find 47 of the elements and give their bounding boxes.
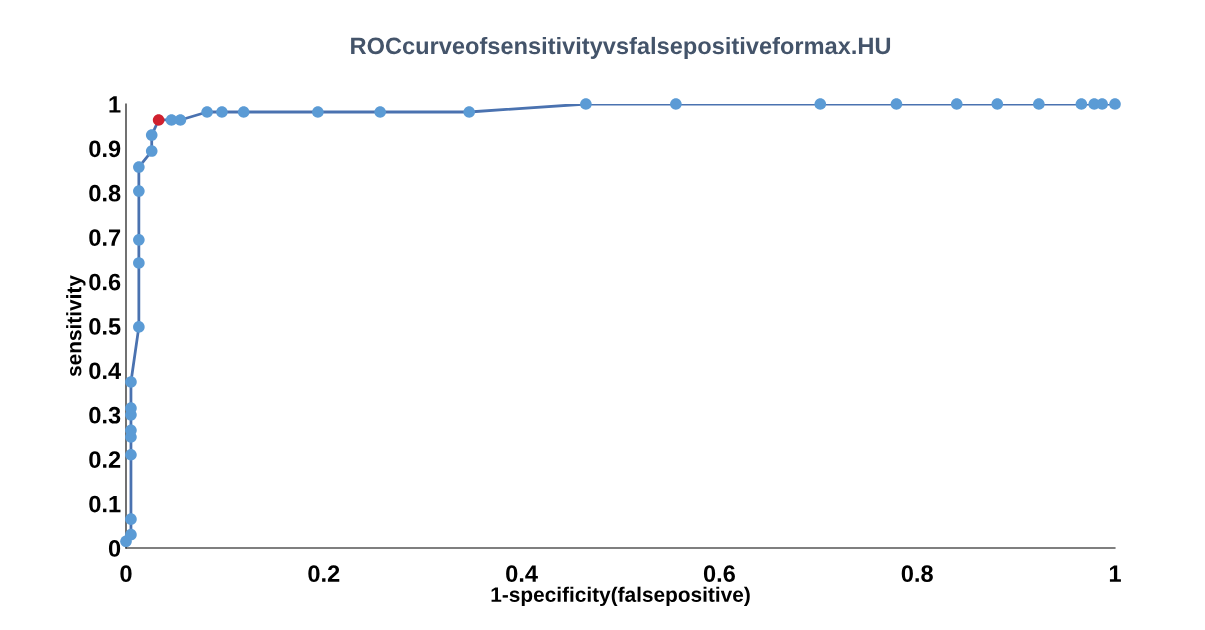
- point: [374, 106, 386, 118]
- point: [890, 98, 903, 110]
- point: [145, 145, 158, 157]
- point: [580, 98, 592, 110]
- point: [125, 528, 137, 541]
- y-tick-label: 0.2: [89, 451, 121, 468]
- point: [133, 257, 145, 269]
- y-axis-title: sensitivity: [66, 275, 86, 377]
- point: [1075, 98, 1088, 110]
- point: [463, 106, 475, 118]
- point: [152, 114, 165, 126]
- point: [670, 98, 682, 110]
- point: [1033, 98, 1045, 110]
- y-tick-label: 0.5: [89, 318, 121, 335]
- point: [145, 129, 158, 141]
- point: [814, 98, 827, 110]
- x-tick-label: 0.8: [901, 565, 933, 583]
- y-tick-label: 0.8: [89, 184, 121, 202]
- point: [133, 321, 145, 333]
- y-tick-label: 1: [109, 96, 121, 113]
- y-tick-label: 0.6: [89, 273, 121, 291]
- point: [133, 185, 145, 197]
- y-tick-label: 0.4: [89, 362, 122, 380]
- point: [237, 106, 250, 118]
- x-tick-label: 0.2: [308, 565, 340, 583]
- x-tick-label: 0.4: [506, 565, 538, 583]
- x-tick-label: 0.6: [703, 565, 735, 583]
- y-tick-label: 0: [108, 540, 121, 557]
- point: [201, 106, 213, 118]
- x-tick-label: 1: [1109, 565, 1121, 582]
- point: [133, 234, 145, 246]
- point: [125, 376, 137, 388]
- point: [950, 98, 963, 110]
- point: [312, 106, 324, 118]
- point: [133, 161, 145, 173]
- y-tick-label: 0.1: [89, 495, 121, 513]
- point: [1109, 98, 1121, 110]
- point: [216, 106, 228, 118]
- y-tick-label: 0.3: [89, 406, 121, 424]
- chart-title: ROCcurveofsensitivityvsfalsepositiveformax.HU: [351, 36, 891, 59]
- point: [991, 98, 1004, 110]
- point: [125, 448, 137, 461]
- point: [125, 513, 137, 525]
- y-tick-label: 0.9: [89, 140, 121, 158]
- x-axis-title: 1-specificity(falsepositive): [491, 586, 750, 607]
- x-tick-label: 0: [120, 565, 132, 583]
- y-tick-label: 0.7: [89, 229, 121, 246]
